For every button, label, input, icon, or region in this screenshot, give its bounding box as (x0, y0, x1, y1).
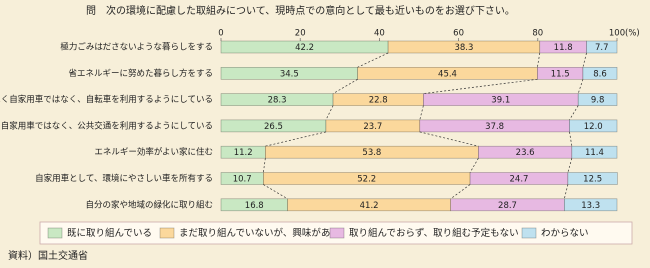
connector (569, 105, 579, 121)
connector (582, 52, 587, 68)
value-label: 28.7 (498, 201, 517, 211)
value-label: 41.2 (360, 201, 379, 211)
bar-segment (571, 145, 618, 159)
value-label: 23.7 (363, 122, 382, 132)
value-label: 7.7 (595, 43, 609, 53)
connector (423, 78, 538, 94)
value-label: 42.2 (295, 43, 314, 53)
value-label: 24.7 (510, 175, 529, 185)
category-label: 自分の家や地域の緑化に取り組む (85, 199, 213, 210)
legend-swatch (159, 227, 175, 239)
value-label: 9.8 (591, 96, 605, 106)
category-label: なるべく自家用車ではなく、自転車を利用するようにしている (0, 94, 213, 105)
source: 資料）国土交通省 (8, 249, 88, 262)
bar-segment (577, 93, 618, 106)
connector (563, 184, 569, 199)
legend-swatch (521, 227, 537, 239)
category-label: 省エネルギーに努めた暮らし方をする (68, 68, 213, 79)
connector (263, 158, 266, 173)
connector (567, 158, 573, 173)
bar-segment (586, 40, 618, 54)
connector (357, 52, 389, 68)
connector (332, 78, 358, 94)
connector (469, 158, 479, 173)
value-label: 12.5 (583, 175, 602, 185)
value-label: 39.1 (491, 96, 510, 106)
category-label: なるべく自家用車ではなく、公共交通を利用するようにしている (0, 120, 213, 131)
value-label: 28.3 (268, 96, 287, 106)
category-label: 自家用車として、環境にやさしい車を所有する (35, 173, 213, 184)
value-label: 10.7 (233, 175, 252, 185)
value-label: 53.8 (362, 148, 381, 158)
legend-label: まだ取り組んでいないが、興味がある (179, 227, 340, 239)
value-label: 8.6 (593, 69, 607, 79)
category-label: 極力ごみはださないような暮らしをする (60, 42, 213, 53)
x-tick-label: 100 (609, 29, 625, 39)
x-unit: (%) (625, 29, 640, 39)
value-label: 26.5 (264, 122, 283, 132)
value-label: 34.5 (280, 69, 299, 79)
legend-swatch (329, 227, 345, 239)
value-label: 11.5 (551, 69, 570, 79)
value-label: 11.4 (585, 148, 604, 158)
value-label: 45.4 (438, 69, 457, 79)
chart-title: 問 次の環境に配慮した取組みについて、現時点での意向として最も近いものをお選び下… (86, 4, 515, 17)
connector (419, 105, 424, 120)
legend-label: 取り組んでおらず、取り組む予定もない (349, 227, 519, 239)
connector (325, 105, 334, 121)
value-label: 11.8 (554, 43, 573, 53)
legend-swatch (47, 227, 63, 239)
bar-segment (564, 198, 618, 212)
connector (569, 131, 573, 147)
legend-label: 既に取り組んでいる (67, 227, 152, 239)
x-tick-label: 0 (218, 29, 223, 39)
value-label: 13.3 (581, 201, 600, 211)
legend-label: わからない (541, 228, 589, 239)
value-label: 16.8 (245, 201, 264, 211)
value-label: 37.8 (485, 122, 504, 132)
x-tick-label: 80 (532, 29, 543, 39)
connector (450, 184, 471, 200)
bar-segment (582, 67, 618, 80)
value-label: 12.0 (584, 122, 603, 132)
x-tick-label: 60 (453, 29, 464, 39)
value-label: 23.6 (516, 148, 535, 158)
x-tick-label: 20 (295, 29, 306, 39)
value-label: 38.3 (454, 43, 473, 53)
bar-segment (567, 172, 618, 185)
value-label: 52.2 (357, 175, 376, 185)
x-tick-label: 40 (374, 29, 385, 39)
bar-segment (569, 119, 618, 133)
connector (263, 184, 288, 200)
connector (577, 79, 584, 94)
connector (537, 52, 541, 68)
category-label: エネルギー効率がよい家に住む (94, 147, 213, 158)
value-label: 11.2 (234, 148, 253, 158)
value-label: 22.8 (369, 96, 388, 106)
